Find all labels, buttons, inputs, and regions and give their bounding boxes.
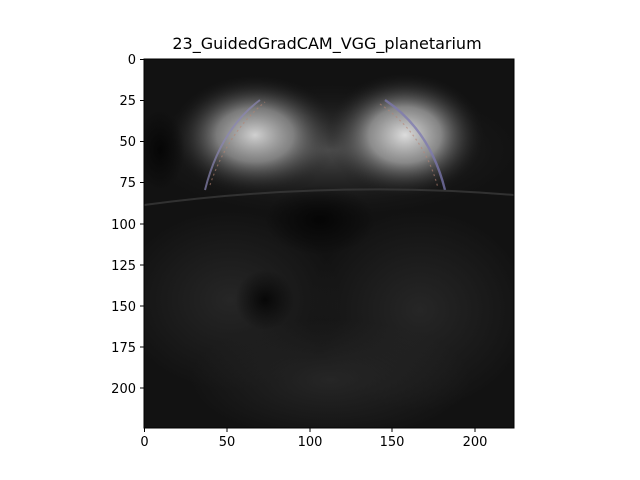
y-tick-label: 0 xyxy=(128,53,136,68)
y-tick-label: 175 xyxy=(111,341,136,356)
x-tick-label: 0 xyxy=(140,435,148,450)
figure-title: 23_GuidedGradCAM_VGG_planetarium xyxy=(172,34,481,54)
x-tick-label: 50 xyxy=(219,435,236,450)
y-tick-label: 75 xyxy=(119,176,136,191)
x-tick-label: 150 xyxy=(380,435,405,450)
x-tick-label: 200 xyxy=(463,435,488,450)
x-tick-label: 100 xyxy=(298,435,323,450)
heatmap-image xyxy=(144,59,514,428)
x-axis: 0 50 100 150 200 xyxy=(140,428,487,450)
y-tick-label: 200 xyxy=(111,382,136,397)
y-tick-label: 50 xyxy=(119,135,136,150)
y-axis: 0 25 50 75 100 125 150 175 200 xyxy=(111,53,144,397)
y-tick-label: 150 xyxy=(111,300,136,315)
y-tick-label: 125 xyxy=(111,259,136,274)
axes-frame xyxy=(143,58,515,429)
y-tick-label: 25 xyxy=(119,94,136,109)
y-tick-label: 100 xyxy=(111,218,136,233)
